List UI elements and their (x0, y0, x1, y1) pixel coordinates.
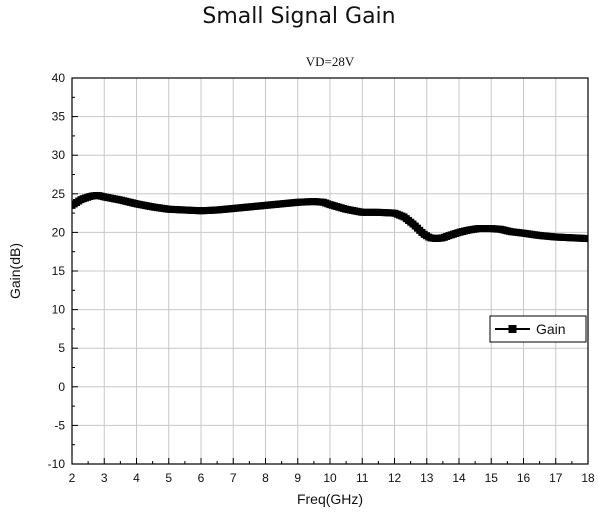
legend-label: Gain (536, 321, 566, 337)
x-tick-label: 11 (356, 471, 369, 485)
y-tick-label: -10 (48, 457, 66, 471)
x-tick-label: 5 (165, 471, 172, 485)
x-tick-label: 18 (581, 471, 595, 485)
y-tick-label: 35 (52, 110, 66, 124)
x-tick-label: 14 (452, 471, 466, 485)
x-tick-label: 8 (262, 471, 269, 485)
x-tick-label: 12 (388, 471, 402, 485)
x-tick-label: 10 (323, 471, 337, 485)
y-tick-label: 10 (52, 303, 66, 317)
x-tick-label: 3 (101, 471, 108, 485)
y-axis-label: Gain(dB) (7, 243, 23, 299)
x-axis-label: Freq(GHz) (297, 491, 363, 507)
chart-subtitle: VD=28V (306, 54, 355, 69)
grid-lines (71, 77, 589, 465)
x-tick-label: 9 (294, 471, 301, 485)
series-gain (72, 191, 588, 243)
x-tick-label: 15 (485, 471, 499, 485)
tick-labels: 2 3 4 5 6 7 8 9 10 11 12 13 14 15 16 17 18 -10 -5 0 5 10 15 20 2… (48, 71, 595, 485)
y-tick-label: 40 (52, 71, 66, 85)
x-tick-label: 17 (549, 471, 563, 485)
y-tick-label: -5 (54, 418, 65, 432)
x-tick-label: 2 (69, 471, 76, 485)
x-tick-label: 7 (230, 471, 237, 485)
x-tick-label: 16 (517, 471, 531, 485)
legend: Gain (489, 315, 587, 343)
x-tick-label: 6 (198, 471, 205, 485)
y-tick-label: 0 (58, 380, 65, 394)
y-tick-label: 20 (52, 225, 66, 239)
legend-marker (508, 325, 517, 333)
y-tick-label: 15 (52, 264, 66, 278)
plot-frame (71, 77, 589, 465)
y-tick-label: 25 (52, 187, 66, 201)
y-tick-label: 5 (58, 341, 65, 355)
x-tick-label: 4 (133, 471, 140, 485)
data-point (584, 235, 588, 243)
x-tick-label: 13 (420, 471, 434, 485)
chart-title: Small Signal Gain (202, 4, 396, 29)
series-layer (72, 191, 588, 243)
y-tick-label: 30 (52, 148, 66, 162)
